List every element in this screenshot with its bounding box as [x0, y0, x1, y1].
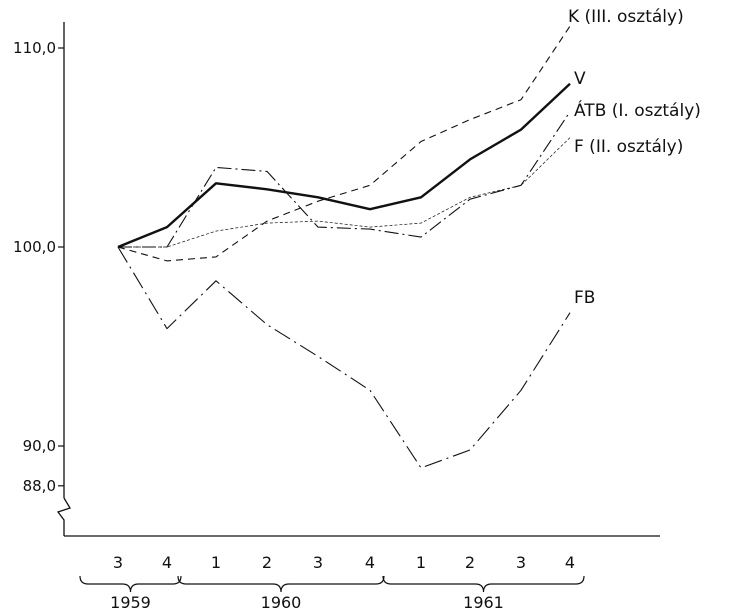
series-label: V	[574, 69, 586, 89]
series-label: F (II. osztály)	[574, 137, 683, 157]
series-label: K (III. osztály)	[568, 7, 684, 27]
series-line	[118, 111, 571, 248]
x-tick-label: 1	[416, 553, 426, 572]
series-lines	[117, 25, 571, 469]
x-tick-label: 3	[113, 553, 123, 572]
x-tick-label: 3	[516, 553, 526, 572]
series-label: ÁTB (I. osztály)	[574, 99, 701, 121]
y-tick-label: 88,0	[23, 477, 56, 495]
series-label: FB	[574, 288, 595, 308]
x-tick-label: 4	[365, 553, 375, 572]
x-tick-label: 4	[162, 553, 172, 572]
year-label: 1959	[110, 593, 151, 612]
year-label: 1961	[463, 593, 504, 612]
y-tick-label: 110,0	[13, 39, 56, 57]
y-tick-label: 100,0	[13, 238, 56, 256]
series-line	[117, 25, 571, 262]
x-tick-label: 2	[465, 553, 475, 572]
series-line	[117, 82, 571, 249]
series-labels: K (III. osztály) V ÁTB (I. osztály) F (II. …	[568, 7, 701, 308]
year-brace	[79, 575, 182, 593]
year-brace	[382, 575, 585, 593]
x-tick-label: 1	[211, 553, 221, 572]
series-line	[118, 137, 571, 248]
x-tick-label: 2	[262, 553, 272, 572]
chart-axes	[56, 22, 660, 537]
year-label: 1960	[261, 593, 302, 612]
x-tick-label: 4	[565, 553, 575, 572]
series-line	[117, 246, 571, 469]
x-tick-label: 3	[313, 553, 323, 572]
y-axis-break	[56, 497, 71, 536]
year-brace	[177, 575, 385, 593]
y-axis-ticks: 110,0 100,0 90,0 88,0	[13, 39, 64, 495]
x-axis-labels: 3 4 1 2 3 4 1 2 3 4 1959 1960 1961	[79, 553, 585, 612]
y-tick-label: 90,0	[23, 437, 56, 455]
